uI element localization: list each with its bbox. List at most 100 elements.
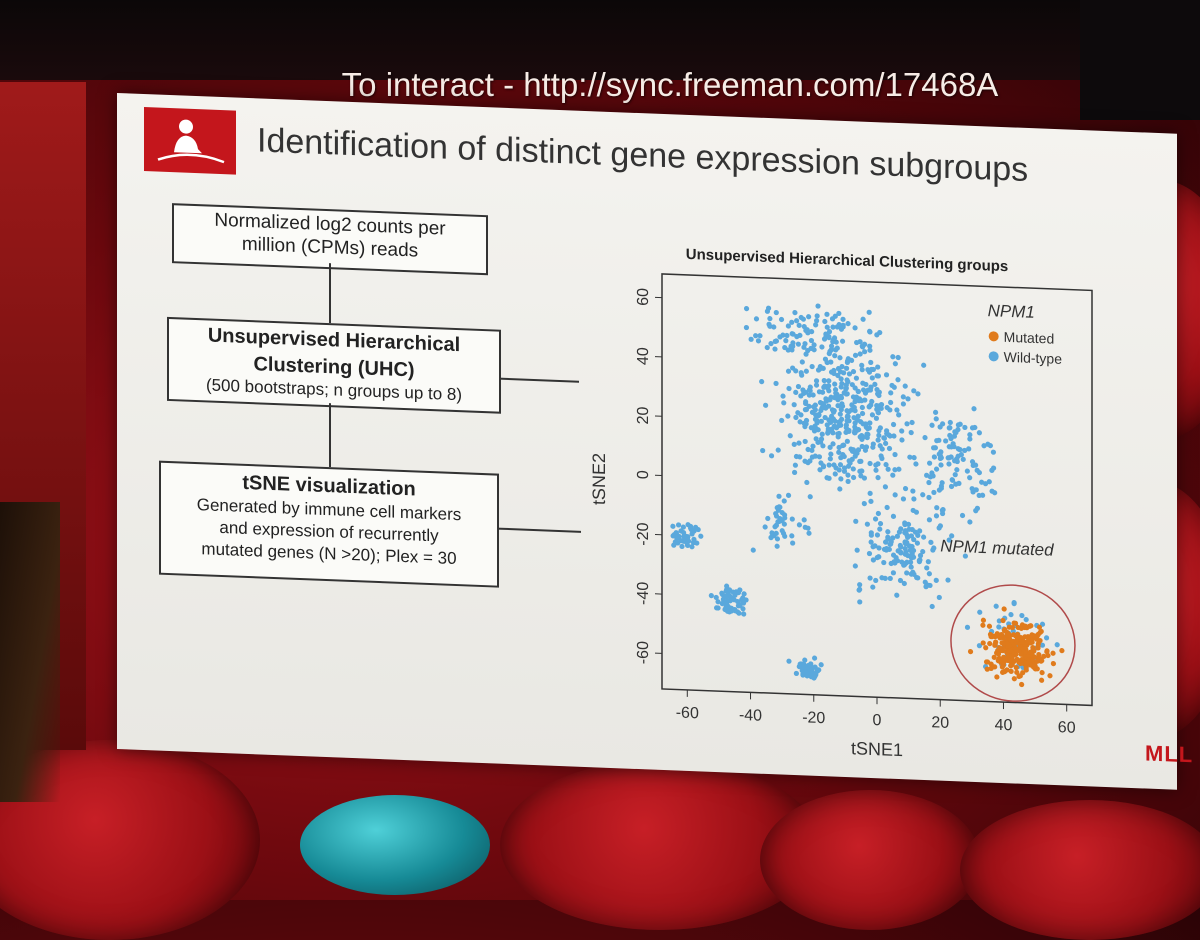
point-wild-type: [884, 372, 889, 377]
point-wild-type: [1008, 612, 1013, 617]
point-wild-type: [885, 529, 890, 534]
point-wild-type: [910, 488, 915, 493]
side-screen-figure: [0, 502, 60, 802]
point-wild-type: [846, 479, 851, 484]
point-mutated: [1039, 670, 1044, 675]
point-wild-type: [924, 565, 929, 570]
point-wild-type: [781, 400, 786, 405]
point-wild-type: [806, 531, 811, 536]
point-wild-type: [947, 433, 952, 438]
point-wild-type: [881, 560, 886, 565]
point-wild-type: [759, 379, 764, 384]
point-wild-type: [926, 480, 931, 485]
point-wild-type: [977, 430, 982, 435]
point-wild-type: [970, 459, 975, 464]
point-wild-type: [996, 624, 1001, 629]
point-wild-type: [921, 534, 926, 539]
point-wild-type: [902, 581, 907, 586]
point-wild-type: [796, 440, 801, 445]
point-wild-type: [924, 473, 929, 478]
point-wild-type: [792, 402, 797, 407]
x-axis-label: tSNE1: [851, 738, 903, 760]
point-wild-type: [793, 463, 798, 468]
point-wild-type: [769, 453, 774, 458]
point-wild-type: [865, 521, 870, 526]
point-wild-type: [870, 375, 875, 380]
point-wild-type: [679, 544, 684, 549]
point-wild-type: [838, 411, 843, 416]
point-wild-type: [670, 524, 675, 529]
point-wild-type: [905, 396, 910, 401]
point-wild-type: [867, 575, 872, 580]
point-wild-type: [929, 423, 934, 428]
point-wild-type: [892, 452, 897, 457]
point-wild-type: [867, 310, 872, 315]
point-wild-type: [946, 461, 951, 466]
point-wild-type: [870, 412, 875, 417]
point-wild-type: [901, 401, 906, 406]
arrow-to-plot: [499, 378, 579, 383]
point-wild-type: [779, 418, 784, 423]
point-wild-type: [890, 354, 895, 359]
point-wild-type: [794, 318, 799, 323]
y-tick-label: 60: [635, 288, 652, 307]
point-wild-type: [840, 339, 845, 344]
point-mutated: [987, 624, 992, 629]
point-wild-type: [1024, 617, 1029, 622]
point-wild-type: [876, 437, 881, 442]
point-mutated: [1059, 648, 1064, 653]
y-tick-label: -60: [635, 641, 652, 665]
point-wild-type: [934, 466, 939, 471]
point-wild-type: [875, 475, 880, 480]
point-mutated: [968, 649, 973, 654]
point-wild-type: [971, 406, 976, 411]
point-wild-type: [841, 370, 846, 375]
point-wild-type: [823, 356, 828, 361]
point-wild-type: [934, 513, 939, 518]
point-wild-type: [844, 377, 849, 382]
point-wild-type: [794, 454, 799, 459]
point-wild-type: [901, 394, 906, 399]
point-wild-type: [814, 378, 819, 383]
point-wild-type: [876, 410, 881, 415]
point-wild-type: [744, 306, 749, 311]
flow-connector: [329, 403, 331, 467]
point-wild-type: [876, 433, 881, 438]
flow-connector: [329, 263, 331, 323]
point-wild-type: [785, 413, 790, 418]
arrow-to-plot: [497, 528, 581, 533]
point-wild-type: [903, 486, 908, 491]
point-wild-type: [845, 472, 850, 477]
point-wild-type: [911, 496, 916, 501]
point-wild-type: [885, 405, 890, 410]
point-wild-type: [749, 337, 754, 342]
point-wild-type: [1019, 613, 1024, 618]
point-wild-type: [868, 499, 873, 504]
point-wild-type: [887, 433, 892, 438]
point-wild-type: [880, 446, 885, 451]
tsne-plot: Unsupervised Hierarchical Clustering gro…: [587, 231, 1107, 771]
point-wild-type: [896, 355, 901, 360]
point-wild-type: [796, 341, 801, 346]
point-wild-type: [895, 377, 900, 382]
annotation-npm1-mutated: NPM1 mutated: [940, 536, 1054, 559]
point-wild-type: [934, 505, 939, 510]
point-wild-type: [909, 564, 914, 569]
point-wild-type: [698, 534, 703, 539]
point-wild-type: [883, 462, 888, 467]
point-wild-type: [820, 431, 825, 436]
point-wild-type: [938, 462, 943, 467]
x-tick-label: 40: [995, 717, 1013, 735]
point-wild-type: [977, 610, 982, 615]
legend-entry: Mutated: [1004, 329, 1055, 347]
point-wild-type: [790, 516, 795, 521]
point-wild-type: [833, 471, 838, 476]
point-wild-type: [744, 325, 749, 330]
point-wild-type: [798, 412, 803, 417]
point-wild-type: [991, 449, 996, 454]
point-wild-type: [909, 430, 914, 435]
point-wild-type: [793, 368, 798, 373]
point-wild-type: [797, 522, 802, 527]
point-wild-type: [994, 604, 999, 609]
point-wild-type: [832, 381, 837, 386]
